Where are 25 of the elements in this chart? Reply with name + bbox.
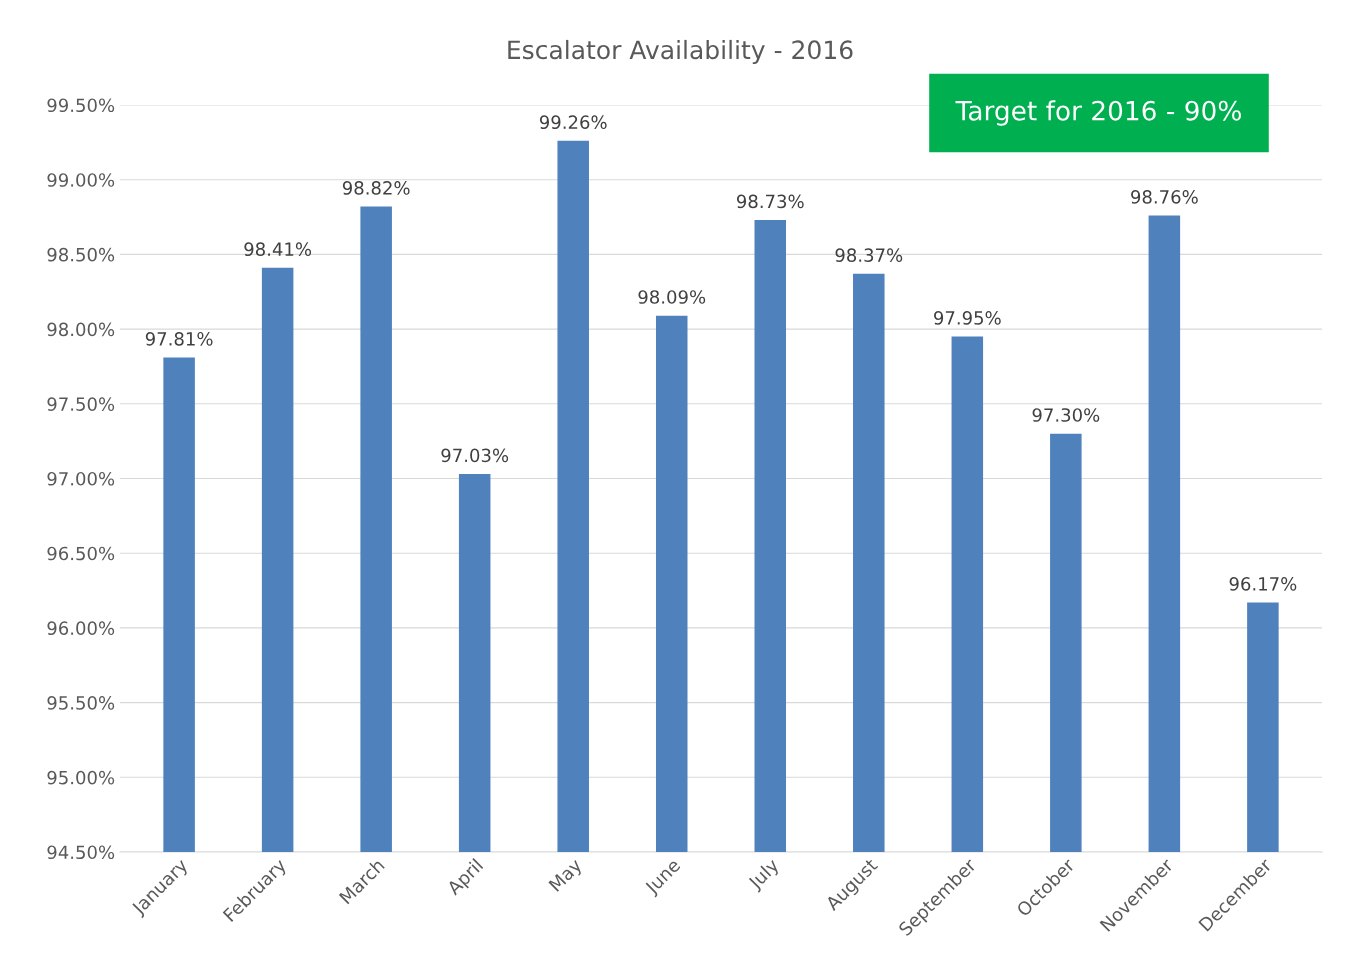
data-label: 97.81% bbox=[145, 332, 213, 346]
y-tick-label: 98.00% bbox=[47, 322, 115, 337]
data-label: 98.41% bbox=[244, 242, 312, 257]
data-label: 98.73% bbox=[736, 194, 804, 209]
y-tick-label: 97.50% bbox=[47, 397, 115, 411]
y-tick-label: 96.00% bbox=[47, 621, 115, 636]
y-tick-label: 99.00% bbox=[47, 173, 115, 187]
y-tick-label: 94.50% bbox=[47, 845, 115, 860]
annotation: Target for 2016 - 90% bbox=[955, 100, 1241, 126]
y-tick-label: 95.50% bbox=[47, 696, 115, 710]
data-label: 97.95% bbox=[934, 311, 1001, 325]
chart-title: Escalator Availability - 2016 bbox=[508, 39, 853, 65]
data-label: 97.30% bbox=[1032, 408, 1100, 422]
data-label: 98.37% bbox=[835, 248, 903, 262]
y-tick-label: 97.00% bbox=[47, 471, 115, 486]
y-tick-label: 96.50% bbox=[47, 546, 115, 561]
y-tick-label: 95.00% bbox=[47, 770, 115, 785]
data-label: 99.26% bbox=[539, 115, 607, 130]
data-label: 97.03% bbox=[441, 448, 509, 463]
y-tick-label: 98.50% bbox=[47, 247, 115, 262]
data-label: 96.17% bbox=[1229, 577, 1297, 591]
data-label: 98.76% bbox=[1131, 190, 1198, 204]
data-label: 98.82% bbox=[342, 181, 410, 195]
data-label: 98.09% bbox=[638, 290, 706, 304]
y-tick-label: 99.50% bbox=[47, 98, 115, 113]
